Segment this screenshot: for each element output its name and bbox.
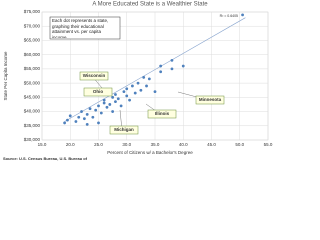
chart: A More Educated State is a Wealthier Sta… [3,1,273,162]
point [105,105,109,109]
point [133,91,137,95]
annotation-label: Wisconsin [83,73,106,78]
r-squared: R² = 0.6405 [220,14,238,18]
x-tick-label: 45.0 [207,142,216,147]
point [80,110,83,113]
point [159,70,163,74]
point [85,122,89,126]
point [97,121,100,125]
annotation-label: Ohio [93,89,103,94]
x-tick-label: 50.0 [235,142,244,147]
y-tick-label: $70,000 [24,23,41,28]
y-tick-label: $75,000 [24,9,41,14]
y-tick-label: $30,000 [24,137,41,142]
point [159,64,163,68]
y-tick-label: $60,000 [24,52,41,57]
point [114,100,117,103]
y-tick-label: $55,000 [24,66,41,71]
point [85,113,89,116]
point [114,93,117,96]
point [63,121,66,125]
annotation-box [195,95,225,105]
annotation-box [79,71,109,81]
y-tick-label: $50,000 [24,80,41,85]
annotation-box [83,87,113,97]
point [136,81,140,85]
x-tick-label: 25.0 [94,142,103,147]
annotation-label: Minnesota [199,97,222,102]
point [122,90,126,94]
point [145,84,148,88]
point [102,101,106,105]
point [139,88,143,92]
y-axis-title: State Per Capita Income [3,51,8,101]
point [153,90,157,94]
chart-title: A More Educated State is a Wealthier Sta… [92,2,208,8]
x-tick-label: 40.0 [179,142,188,147]
point [131,84,134,88]
x-tick-label: 35.0 [151,142,160,147]
point [119,104,123,108]
point [97,104,100,108]
x-tick-label: 20.0 [66,142,75,147]
trendline [64,17,246,122]
point [108,103,112,106]
point [82,117,86,121]
point [94,108,98,112]
point [241,13,244,17]
annotation-box [109,125,139,135]
note-text-holder: Each dot represents a state, graphing th… [52,18,109,38]
point [125,87,129,91]
point [116,97,120,101]
point [147,77,151,81]
point [99,111,103,115]
annotation-box [147,109,177,119]
y-tick-label: $65,000 [24,38,41,43]
x-tick-label: 55.0 [264,142,273,147]
point [68,114,72,118]
note-text: Each dot represents a state, graphing th… [52,18,109,38]
point [66,118,69,122]
x-tick-label: 15.0 [38,142,47,147]
source: Source: U.S. Census Bureau, U.S. Bureau … [3,156,88,161]
y-tick-label: $45,000 [24,95,41,100]
point [170,67,174,71]
point [88,107,92,111]
point [111,95,115,99]
point [170,58,174,62]
x-axis-title: Percent of Citizens w/ a Bachelor's Degr… [107,150,193,155]
note-background [49,16,121,40]
annotation-label: Illinois [155,111,170,116]
point [102,98,106,102]
annotation-label: Michigan [114,127,134,132]
point [91,115,95,119]
x-tick-label: 30.0 [122,142,131,147]
point [77,115,81,119]
point [74,120,78,123]
y-tick-label: $35,000 [24,123,41,128]
y-tick-label: $40,000 [24,109,41,114]
point [125,94,129,98]
point [111,110,115,113]
point [181,64,185,68]
note-box: Each dot represents a state, graphing th… [49,16,121,40]
point [128,98,131,102]
point [142,76,146,79]
